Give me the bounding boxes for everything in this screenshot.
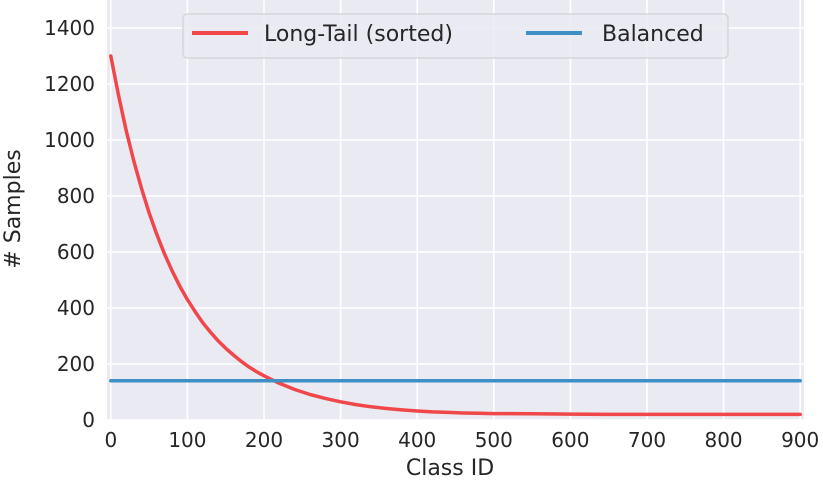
- series-line-long-tail-sorted: [109, 54, 802, 417]
- y-tick-label: 1400: [44, 16, 95, 40]
- y-tick-label: 400: [57, 296, 95, 320]
- x-tick-label: 400: [398, 428, 436, 452]
- x-tick-labels: 0 100 200 300 400 500 600 700 800 900: [104, 428, 819, 452]
- legend: Long-Tail (sorted) Balanced: [182, 13, 729, 59]
- x-tick-label: 800: [704, 428, 742, 452]
- x-tick-label: 600: [551, 428, 589, 452]
- x-tick-label: 300: [322, 428, 360, 452]
- y-tick-label: 0: [82, 408, 95, 432]
- y-tick-label: 1000: [44, 128, 95, 152]
- series-group: [109, 54, 802, 417]
- y-tick-labels: 0 200 400 600 800 1000 1200 1400: [44, 16, 95, 432]
- y-tick-label: 800: [57, 184, 95, 208]
- x-tick-label: 100: [168, 428, 206, 452]
- x-axis-label: Class ID: [406, 456, 494, 481]
- legend-label-long-tail: Long-Tail (sorted): [264, 22, 453, 47]
- legend-box: [182, 13, 729, 59]
- x-tick-label: 700: [628, 428, 666, 452]
- x-tick-label: 500: [475, 428, 513, 452]
- y-tick-label: 600: [57, 240, 95, 264]
- y-tick-label: 200: [57, 352, 95, 376]
- x-tick-label: 200: [245, 428, 283, 452]
- legend-label-balanced: Balanced: [602, 22, 704, 47]
- x-tick-label: 900: [781, 428, 819, 452]
- x-tick-label: 0: [104, 428, 117, 452]
- plot-background: [107, 0, 804, 420]
- y-axis-label: # Samples: [1, 149, 26, 268]
- y-tick-label: 1200: [44, 72, 95, 96]
